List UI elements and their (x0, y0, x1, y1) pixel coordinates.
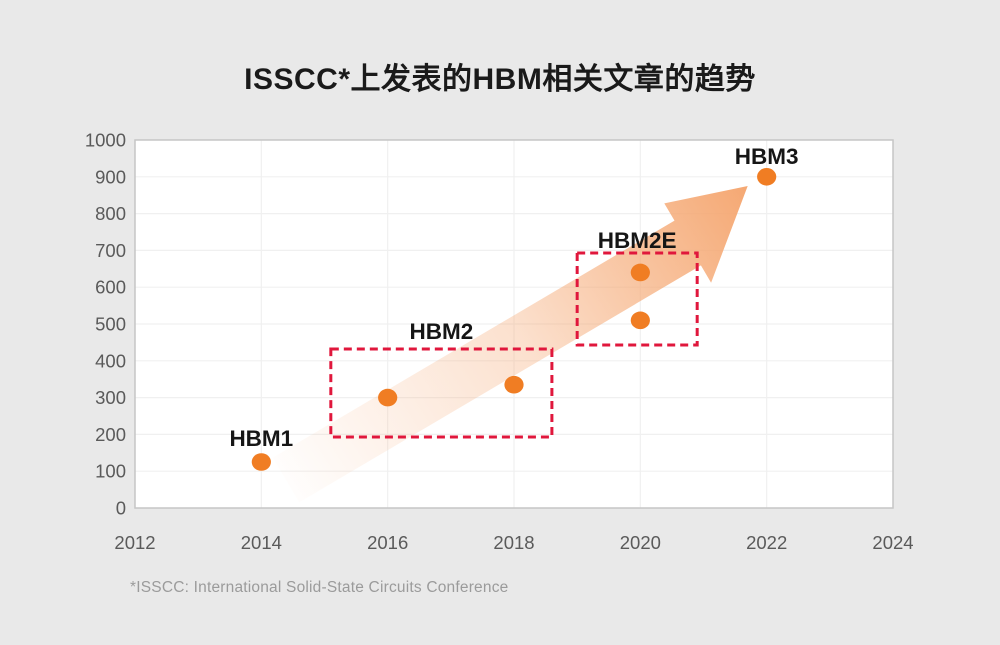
y-axis-tick-label: 200 (95, 424, 126, 445)
data-point-hbm3 (757, 168, 777, 186)
chart-title: ISSCC*上发表的HBM相关文章的趋势 (244, 63, 756, 96)
y-axis-tick-label: 500 (95, 314, 126, 335)
y-axis-tick-label: 700 (95, 240, 126, 261)
data-point-hbm1 (251, 453, 271, 471)
y-axis-tick-label: 1000 (85, 130, 126, 151)
label-hbm2e: HBM2E (598, 228, 677, 253)
x-axis-tick-label: 2012 (114, 532, 155, 553)
x-axis-tick-label: 2022 (746, 532, 787, 553)
label-hbm1: HBM1 (229, 426, 293, 451)
trend-arrow (272, 186, 748, 503)
label-hbm3: HBM3 (735, 144, 799, 169)
y-axis-tick-label: 600 (95, 277, 126, 298)
chart-footnote: *ISSCC: International Solid-State Circui… (130, 579, 509, 596)
y-axis-tick-label: 0 (116, 498, 126, 519)
x-axis-tick-label: 2014 (241, 532, 282, 553)
x-axis-tick-label: 2018 (493, 532, 534, 553)
group-box-hbm2e (575, 251, 699, 347)
y-axis-tick-label: 900 (95, 166, 126, 187)
y-axis-tick-label: 300 (95, 387, 126, 408)
y-axis-tick-label: 100 (95, 461, 126, 482)
plot-border (134, 139, 894, 509)
group-box-hbm2 (329, 347, 554, 439)
label-hbm2: HBM2 (409, 319, 473, 344)
data-point-hbm2e (630, 263, 650, 282)
x-axis-tick-label: 2024 (872, 532, 913, 553)
x-axis-tick-label: 2020 (620, 532, 661, 553)
x-axis-tick-label: 2016 (367, 532, 408, 553)
data-point-hbm2 (504, 375, 524, 394)
data-point-hbm2 (378, 388, 398, 407)
y-axis-tick-label: 800 (95, 203, 126, 224)
y-axis-tick-label: 400 (95, 350, 126, 371)
data-point-hbm2e (630, 311, 650, 330)
